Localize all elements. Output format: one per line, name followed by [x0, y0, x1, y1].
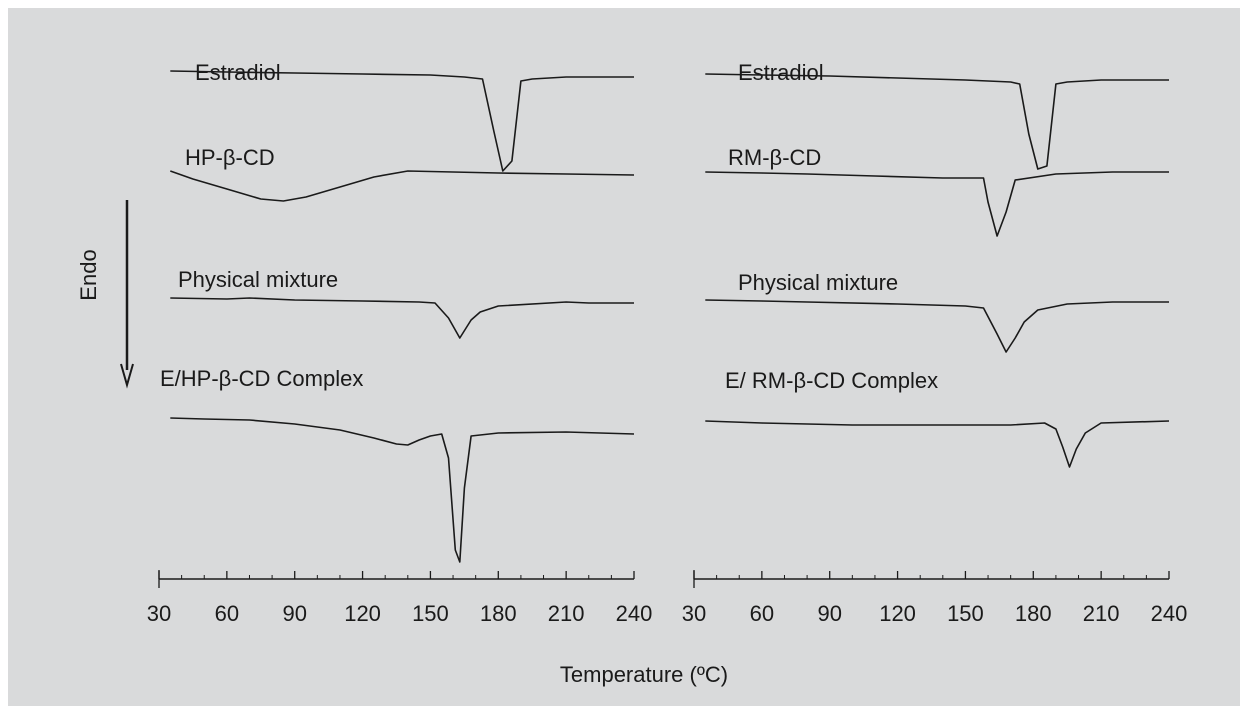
left-x-ticks	[158, 571, 635, 579]
left-curves	[170, 70, 635, 563]
left-x-tick-label: 150	[412, 601, 449, 626]
right-x-tick-label: 210	[1083, 601, 1120, 626]
right-panel: 30 60 90 120 150 180 210 240 Estradiol RM-β-CD …	[682, 60, 1188, 626]
left-curve-4	[170, 417, 635, 563]
left-x-tick-label: 30	[147, 601, 171, 626]
right-x-tick-label: 90	[817, 601, 841, 626]
right-x-tick-label: 240	[1151, 601, 1188, 626]
endo-label: Endo	[76, 249, 101, 300]
endo-arrow-head-icon	[120, 363, 134, 389]
left-panel: 30 60 90 120 150 180 210 240 Estradiol HP-β-CD …	[147, 60, 653, 626]
right-x-tick-label: 120	[879, 601, 916, 626]
x-axis-title: Temperature (ºC)	[560, 662, 728, 687]
right-x-ticks	[693, 571, 1170, 579]
right-curves	[705, 73, 1170, 468]
left-x-tick-label: 60	[215, 601, 239, 626]
left-curve-1	[170, 70, 634, 172]
dsc-chart: 30 60 90 120 150 180 210 240 Estradiol HP-β-CD …	[76, 60, 1188, 687]
right-curve-3	[705, 299, 1169, 353]
left-label-physical-mixture: Physical mixture	[178, 267, 338, 292]
right-x-tick-label: 30	[682, 601, 706, 626]
right-curve-2	[705, 171, 1169, 237]
right-curve-1	[705, 73, 1169, 170]
left-x-tick-labels: 30 60 90 120 150 180 210 240	[147, 601, 653, 626]
right-x-tick-label: 150	[947, 601, 984, 626]
left-curve-3	[170, 297, 634, 339]
left-x-tick-label: 120	[344, 601, 381, 626]
left-x-tick-label: 90	[282, 601, 306, 626]
endo-indicator: Endo	[76, 200, 134, 389]
left-x-tick-label: 240	[616, 601, 653, 626]
figure-panel: 30 60 90 120 150 180 210 240 Estradiol HP-β-CD …	[8, 8, 1240, 706]
right-x-tick-labels: 30 60 90 120 150 180 210 240	[682, 601, 1188, 626]
right-label-rm-b-cd: RM-β-CD	[728, 145, 821, 170]
left-label-hp-b-cd: HP-β-CD	[185, 145, 275, 170]
right-x-tick-label: 60	[750, 601, 774, 626]
left-x-tick-label: 180	[480, 601, 517, 626]
left-curve-2	[170, 170, 635, 202]
left-x-tick-label: 210	[548, 601, 585, 626]
left-label-estradiol: Estradiol	[195, 60, 281, 85]
right-x-tick-label: 180	[1015, 601, 1052, 626]
right-label-estradiol: Estradiol	[738, 60, 824, 85]
right-label-e-rm-b-cd-complex: E/ RM-β-CD Complex	[725, 368, 938, 393]
left-label-e-hp-b-cd-complex: E/HP-β-CD Complex	[160, 366, 363, 391]
right-curve-4	[705, 420, 1170, 468]
right-label-physical-mixture: Physical mixture	[738, 270, 898, 295]
